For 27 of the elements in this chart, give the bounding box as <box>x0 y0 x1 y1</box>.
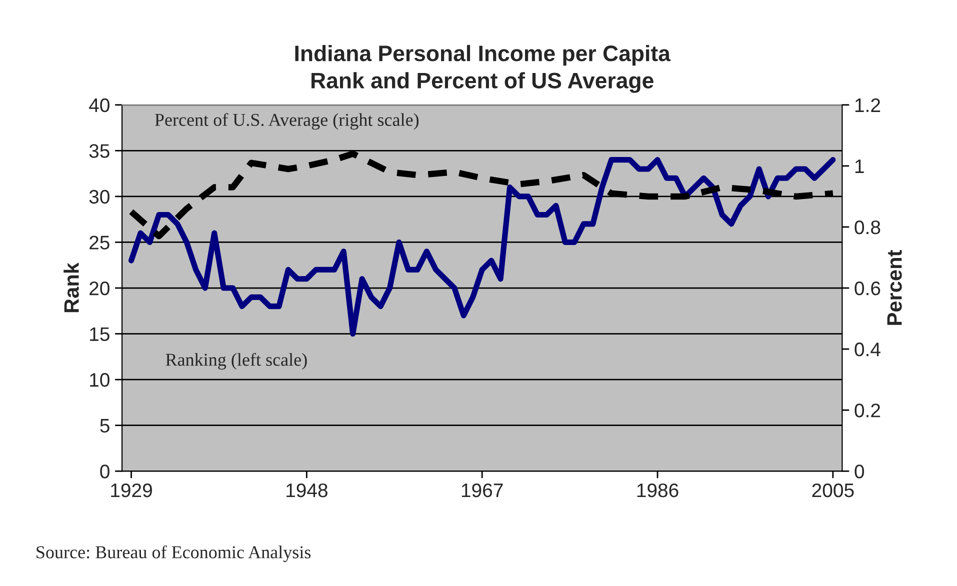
x-tick-label: 1967 <box>462 483 503 498</box>
y2-tick-label: 1.2 <box>855 98 880 112</box>
y-tick-label: 10 <box>90 373 110 387</box>
chart-title: Indiana Personal Income per Capita Rank and Percent of US Average <box>295 44 671 93</box>
y-tick-label: 20 <box>90 281 110 296</box>
y2-tick-label: 0.2 <box>854 404 880 418</box>
y2-tick-label: 1 <box>855 160 864 173</box>
y-tick-label: 40 <box>89 98 110 112</box>
y-tick-label: 25 <box>90 236 110 250</box>
x-tick-label: 1948 <box>286 483 328 498</box>
y-axis-title: Rank <box>64 262 79 312</box>
x-tick-label: 1929 <box>111 483 152 498</box>
x-tick-label: 2005 <box>812 483 854 498</box>
y-tick-label: 0 <box>100 464 110 478</box>
x-tick-label: 1986 <box>637 483 678 498</box>
y2-axis-title: Percent <box>887 250 902 325</box>
y2-tick-label: 0 <box>854 464 864 478</box>
y2-tick-label: 0.4 <box>854 342 880 356</box>
text: Percent of U.S. Average (right scale) <box>154 113 419 130</box>
y2-tick-label: 0.6 <box>854 281 880 296</box>
y-tick-label: 30 <box>89 190 110 204</box>
source-note: Source: Bureau of Economic Analysis <box>36 545 311 562</box>
y2-tick-label: 0.8 <box>854 220 880 234</box>
y-tick-label: 5 <box>100 419 110 433</box>
y-tick-label: 35 <box>89 144 110 158</box>
y-tick-label: 15 <box>90 327 110 342</box>
text: Ranking (left scale) <box>166 352 307 370</box>
